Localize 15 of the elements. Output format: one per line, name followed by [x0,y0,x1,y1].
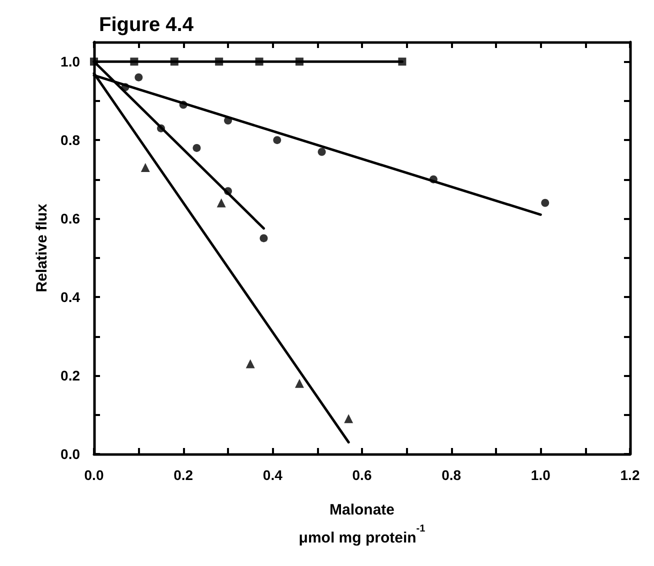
x-tick-label: 0.2 [174,467,194,483]
x-tick-label: 0.0 [84,467,104,483]
y-axis-title: Relative flux [34,203,51,292]
x-tick-label: 1.0 [530,467,551,483]
y-tick-label: 0.6 [60,210,80,227]
y-tick-label: 0.2 [60,368,80,384]
x-tick-label: 0.4 [262,467,283,483]
x-tick-label: 1.2 [620,467,640,483]
x-tick-label: 0.8 [442,467,462,483]
chart-title: Figure 4.4 [99,14,194,36]
y-tick-label: 0.0 [60,446,80,462]
y-tick-label: 0.4 [60,289,80,306]
x-tick-label: 0.6 [352,467,372,483]
y-tick-label: 0.8 [60,132,80,148]
y-tick-label: 1.0 [60,54,80,70]
